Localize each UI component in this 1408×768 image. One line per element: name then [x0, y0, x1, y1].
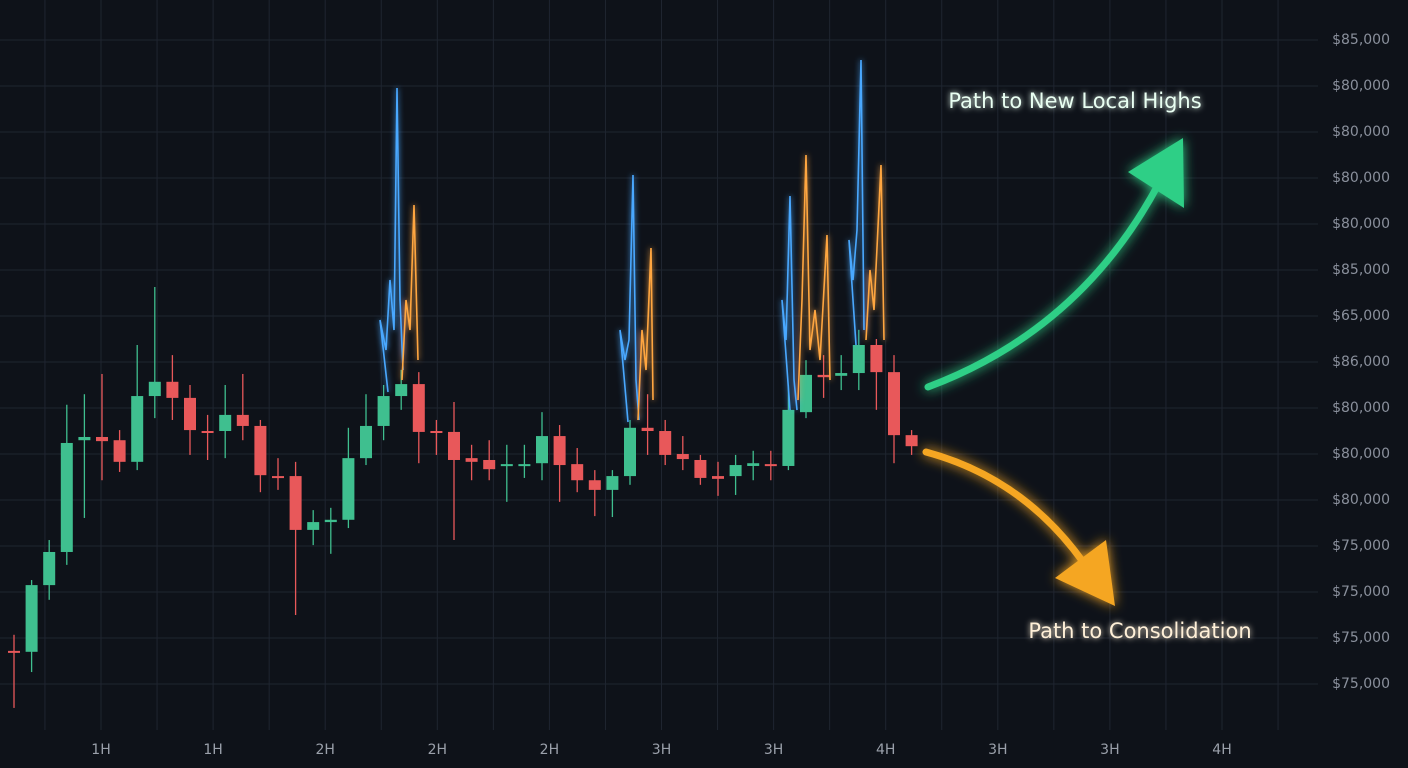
candle-body	[184, 397, 196, 431]
y-tick-label: $80,000	[1332, 78, 1390, 94]
candle-body	[148, 381, 161, 397]
candle-body	[571, 464, 584, 481]
arrow-down	[922, 448, 1115, 606]
annotation: Path to New Local Highs	[948, 89, 1201, 113]
annotation: Path to Consolidation	[1028, 619, 1251, 643]
candle-body	[483, 459, 496, 470]
arrow-up	[924, 138, 1184, 391]
y-tick-label: $65,000	[1332, 308, 1390, 324]
x-tick-label: 1H	[203, 742, 222, 758]
candle-body	[254, 425, 267, 476]
y-tick-label: $80,000	[1332, 446, 1390, 462]
y-tick-label: $80,000	[1332, 400, 1390, 416]
candle-body	[712, 476, 724, 479]
candle-body	[817, 374, 830, 378]
candle-body	[43, 551, 56, 586]
candle-body	[905, 435, 918, 447]
candle-body	[412, 384, 425, 432]
candle-body	[166, 381, 179, 398]
candle-body	[60, 442, 73, 552]
candle-body	[289, 476, 302, 530]
y-tick-label: $75,000	[1332, 630, 1390, 646]
candle-body	[448, 431, 460, 460]
candle-body	[272, 476, 284, 479]
candle-body	[113, 440, 126, 462]
candle-body	[782, 409, 795, 466]
candle-body	[131, 396, 144, 462]
x-tick-label: 3H	[652, 742, 671, 758]
candle-body	[588, 480, 601, 490]
candle-body	[835, 373, 848, 376]
x-tick-label: 2H	[428, 742, 447, 758]
y-tick-label: $75,000	[1332, 676, 1390, 692]
candle-body	[8, 650, 20, 653]
candle-body	[729, 465, 742, 477]
x-tick-label: 4H	[876, 742, 895, 758]
candle-body	[465, 458, 478, 462]
candle-body	[888, 372, 900, 436]
candle-body	[96, 436, 108, 442]
y-tick-label: $75,000	[1332, 538, 1390, 554]
candle-body	[694, 459, 707, 478]
candle-body	[606, 476, 619, 490]
y-tick-label: $80,000	[1332, 216, 1390, 232]
candle-body	[641, 427, 654, 432]
y-tick-label: $85,000	[1332, 32, 1390, 48]
x-tick-label: 3H	[988, 742, 1007, 758]
y-tick-label: $80,000	[1332, 124, 1390, 140]
volatility-spikes	[379, 59, 885, 423]
candle-body	[377, 396, 390, 426]
candle-body	[852, 344, 865, 374]
y-tick-label: $85,000	[1332, 262, 1390, 278]
candle-body	[430, 431, 443, 434]
candle-body	[659, 431, 672, 455]
x-tick-label: 4H	[1212, 742, 1231, 758]
y-tick-label: $80,000	[1332, 170, 1390, 186]
candle-body	[676, 454, 689, 460]
y-tick-label: $75,000	[1332, 584, 1390, 600]
candle-body	[201, 431, 214, 434]
x-tick-label: 2H	[540, 742, 559, 758]
candle-body	[360, 425, 372, 459]
y-tick-label: $86,000	[1332, 354, 1390, 370]
candle-body	[624, 427, 636, 477]
x-tick-label: 2H	[315, 742, 334, 758]
candle-body	[307, 522, 320, 530]
candle-body	[800, 374, 812, 413]
candle-body	[870, 344, 883, 373]
candle-body	[342, 458, 355, 520]
candle-body	[78, 436, 91, 441]
candle-body	[764, 464, 777, 467]
candle-body	[553, 436, 566, 466]
y-tick-label: $80,000	[1332, 492, 1390, 508]
x-tick-label: 3H	[1100, 742, 1119, 758]
candle-body	[395, 384, 408, 397]
candle-body	[25, 585, 38, 652]
candle-body	[536, 436, 548, 464]
candle-body	[500, 464, 513, 467]
candle-body	[324, 519, 337, 523]
candle-body	[219, 414, 232, 432]
x-tick-label: 1H	[91, 742, 110, 758]
candle-body	[236, 414, 249, 426]
candle-body	[518, 464, 531, 467]
x-tick-label: 3H	[764, 742, 783, 758]
candle-body	[747, 463, 760, 466]
